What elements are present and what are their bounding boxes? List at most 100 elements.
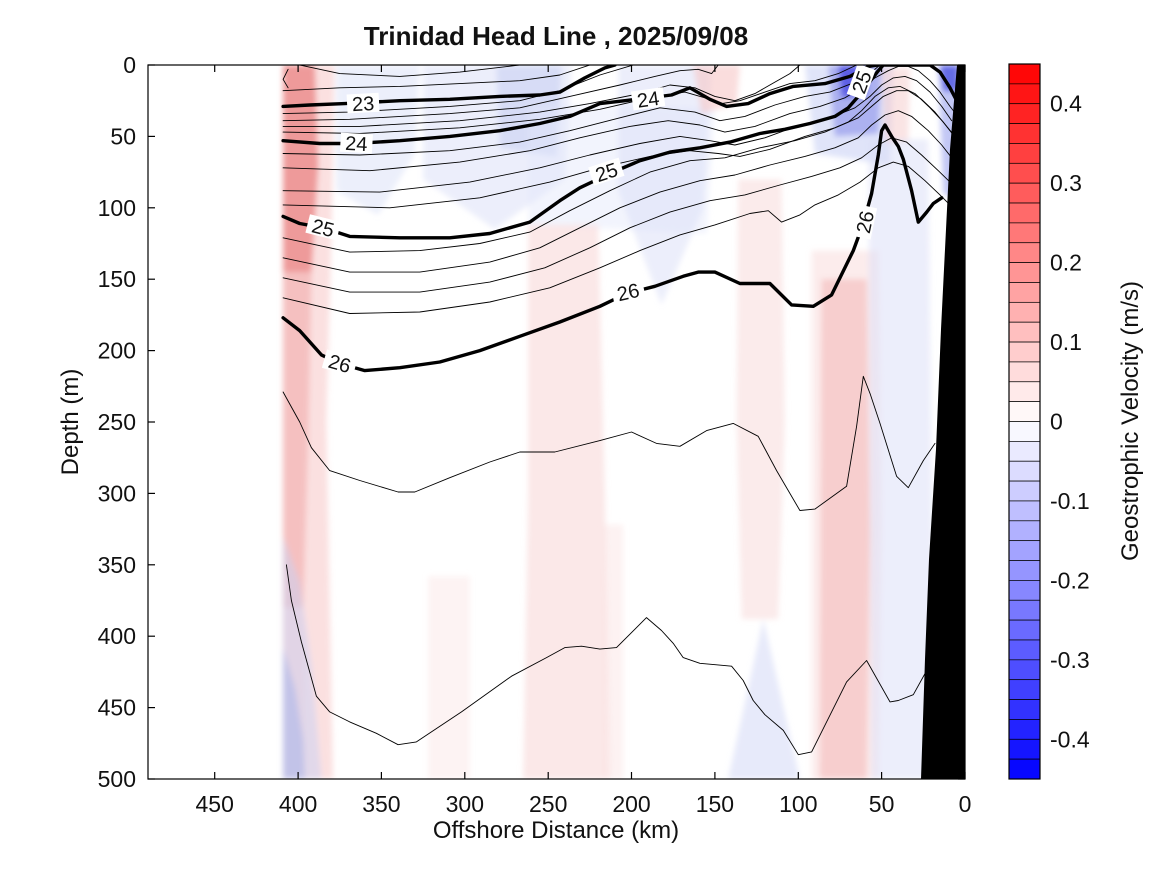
y-tick-label: 100	[98, 195, 136, 221]
colorbar-segment	[1008, 262, 1041, 283]
contour-label: 24	[630, 87, 666, 113]
colorbar-segment	[1008, 381, 1041, 402]
velocity-fill-region	[940, 65, 959, 91]
x-tick-label: 100	[779, 791, 817, 817]
velocity-fill-layer	[283, 65, 960, 779]
velocity-fill-region	[618, 65, 712, 305]
contour-line-bold	[281, 65, 617, 109]
colorbar-segment	[1008, 401, 1041, 422]
velocity-fill-region	[881, 67, 910, 145]
contour-label-gap	[588, 157, 625, 186]
colorbar-segment	[1008, 520, 1041, 542]
colorbar-tick-label: -0.2	[1050, 567, 1090, 593]
colorbar-segment	[1008, 63, 1041, 85]
contour-label-text: 25	[309, 215, 336, 242]
contour-line-thin	[282, 65, 719, 122]
contour-label-text: 24	[636, 88, 661, 113]
colorbar-tick-label: -0.4	[1050, 726, 1090, 752]
contour-line-thin	[282, 65, 801, 127]
colorbar-segment	[1008, 361, 1041, 383]
contour-label-text: 26	[853, 209, 879, 235]
contour-line-thin	[282, 110, 953, 273]
contour-label-gap	[346, 92, 380, 114]
colorbar-segment	[1008, 222, 1041, 244]
x-tick-label: 200	[612, 791, 650, 817]
colorbar-tick-label: 0.3	[1050, 170, 1082, 196]
x-tick-label: 0	[959, 791, 972, 817]
colorbar-segment	[1008, 679, 1041, 700]
colorbar-segment	[1008, 758, 1041, 780]
y-tick-label: 400	[98, 623, 136, 649]
colorbar-segment	[1008, 202, 1041, 224]
y-tick-label: 0	[123, 52, 136, 78]
velocity-fill-region	[428, 576, 470, 779]
x-tick-label: 150	[696, 791, 734, 817]
colorbar-segment	[1008, 719, 1041, 740]
colorbar-tick-label: -0.3	[1050, 647, 1090, 673]
velocity-fill-region	[283, 272, 312, 608]
axes-layer	[147, 64, 966, 780]
contour-line-thin	[282, 375, 936, 511]
tick-labels-layer: 450 400 350 300 250 200 150 100 50 00501001502002…	[98, 52, 972, 817]
colorbar-segment	[1008, 182, 1041, 204]
contour-label: 26	[610, 278, 646, 306]
colorbar-label: Geostrophic Velocity (m/s)	[1117, 281, 1144, 561]
contour-line-thin	[282, 137, 951, 293]
contour-label-gap	[321, 349, 358, 377]
x-axis-label: Offshore Distance (km)	[433, 817, 679, 844]
colorbar-segment	[1008, 301, 1041, 323]
contour-line-thin	[282, 90, 956, 209]
x-tick-label: 50	[869, 791, 895, 817]
velocity-fill-region	[819, 279, 870, 779]
contour-label: 23	[346, 92, 380, 116]
y-tick-label: 150	[98, 266, 136, 292]
colorbar: 0.4 0.3 0.2 0.1 0 -0.1 -0.2 -0.3 -0.4	[1008, 63, 1090, 780]
contour-label-gap	[851, 204, 878, 240]
x-tick-label: 450	[196, 791, 234, 817]
contour-label-gap	[339, 132, 373, 154]
contour-label-text: 23	[351, 93, 374, 116]
colorbar-segment	[1008, 460, 1041, 482]
y-tick-label: 200	[98, 338, 136, 364]
y-tick-label: 250	[98, 409, 136, 435]
colorbar-segment	[1008, 659, 1041, 681]
y-tick-label: 300	[98, 480, 136, 506]
plot-title: Trinidad Head Line , 2025/09/08	[364, 21, 748, 51]
contour-line-bold	[281, 65, 880, 146]
colorbar-tick-label: 0.1	[1050, 329, 1082, 355]
velocity-fill-region	[728, 619, 800, 779]
y-tick-label: 450	[98, 695, 136, 721]
colorbar-segment	[1008, 500, 1041, 522]
colorbar-segment	[1008, 103, 1041, 124]
contour-label: 25	[305, 214, 342, 242]
colorbar-segment	[1008, 282, 1041, 303]
colorbar-segment	[1008, 441, 1041, 462]
colorbar-segment	[1008, 560, 1041, 581]
contour-line-thin	[285, 564, 928, 756]
contour-label-gap	[846, 63, 876, 101]
contour-label-text: 24	[345, 133, 368, 156]
contour-label: 24	[339, 132, 373, 156]
colorbar-segment	[1008, 639, 1041, 661]
colorbar-segment	[1008, 540, 1041, 561]
colorbar-tick-label: 0.4	[1050, 91, 1082, 117]
contour-label-gap	[305, 214, 342, 241]
colorbar-segment	[1008, 242, 1041, 263]
colorbar-segment	[1008, 162, 1041, 184]
velocity-fill-region	[523, 224, 610, 779]
colorbar-segment	[1008, 123, 1041, 144]
contour-line-thin	[282, 68, 289, 89]
y-tick-label: 50	[110, 123, 136, 149]
colorbar-segment	[1008, 321, 1041, 343]
colorbar-tick-label: 0.2	[1050, 250, 1082, 276]
contour-line-thin	[282, 161, 951, 314]
colorbar-segment	[1008, 699, 1041, 720]
contour-line-thin	[282, 85, 954, 253]
velocity-fill-region	[601, 524, 624, 779]
velocity-fill-region	[868, 139, 935, 779]
x-tick-label: 300	[446, 791, 484, 817]
colorbar-tick-label: 0	[1050, 409, 1063, 435]
